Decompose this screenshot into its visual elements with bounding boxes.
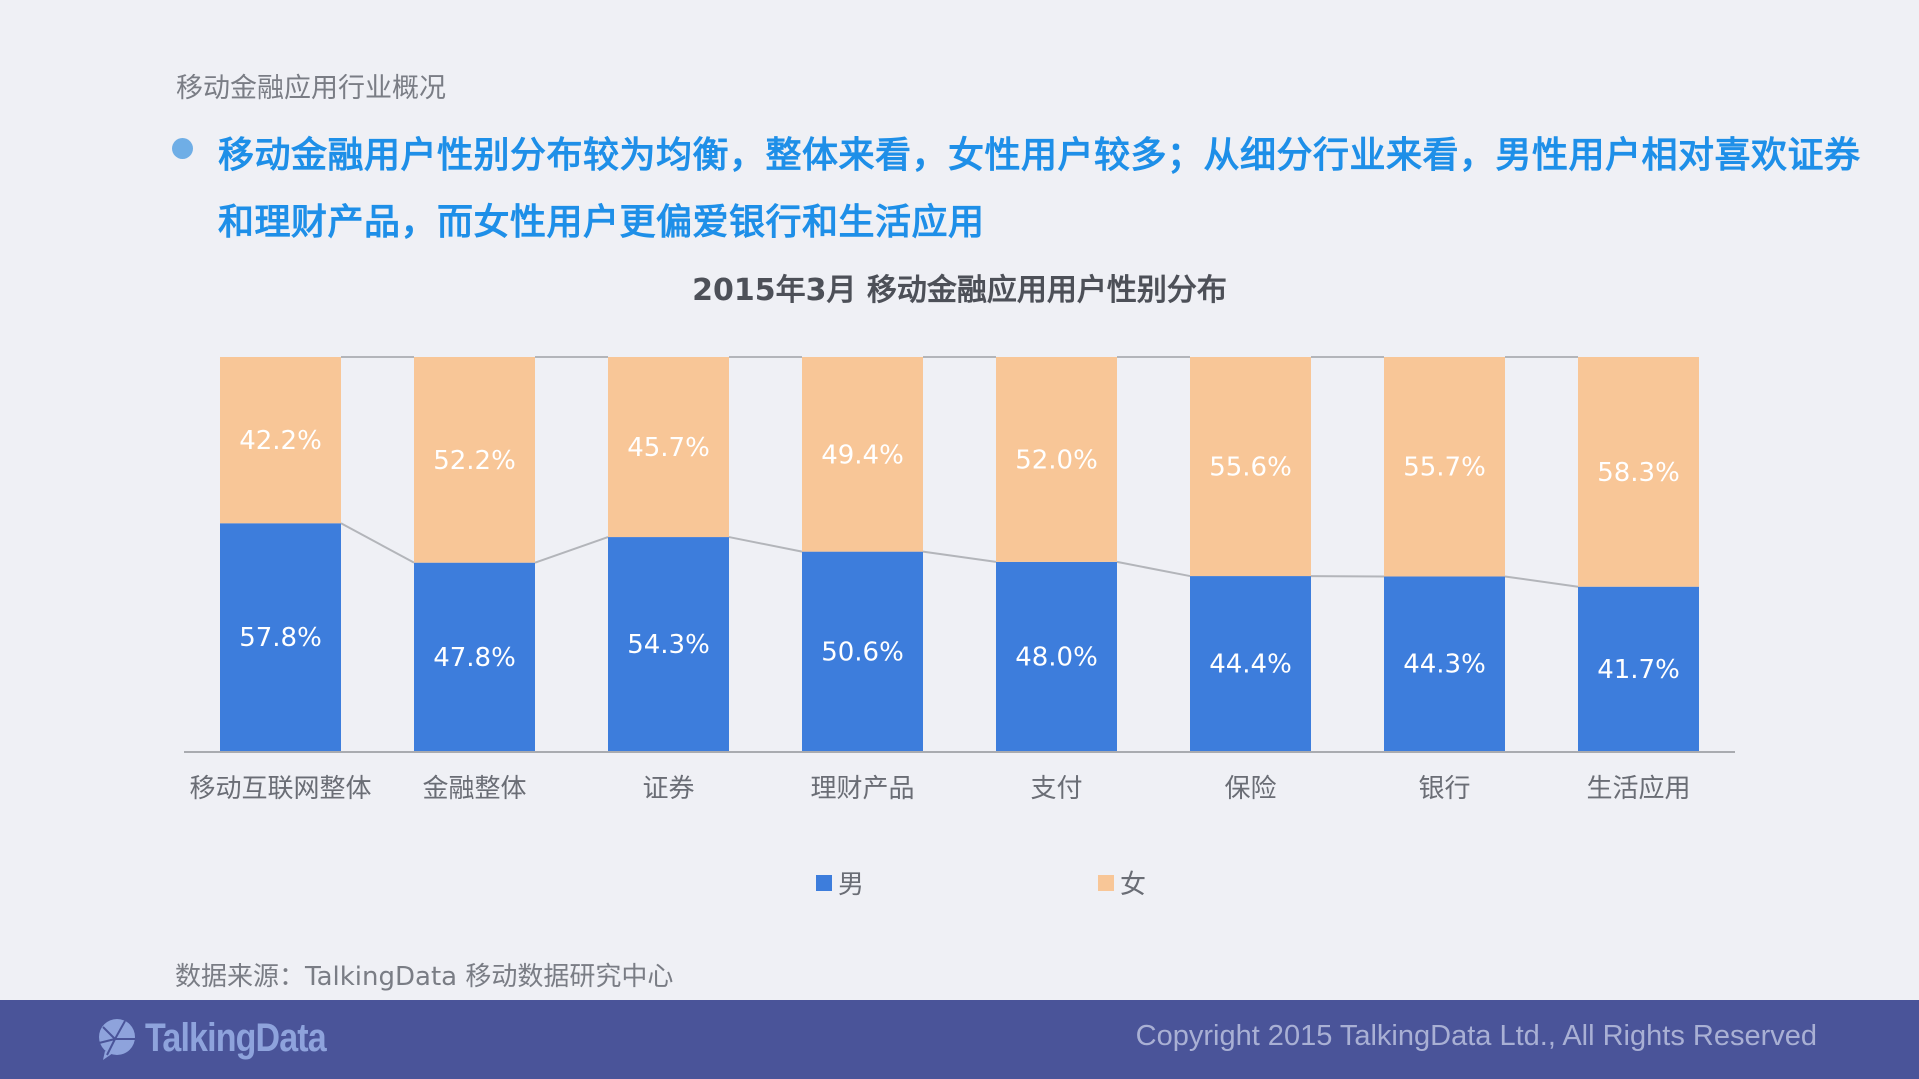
footer (0, 1000, 1919, 1079)
legend-female: 女 (1098, 864, 1146, 901)
category-label: 金融整体 (422, 774, 526, 804)
data-label-female: 45.7% (627, 433, 710, 463)
bar-male (802, 551, 923, 751)
legend-male: 男 (816, 864, 864, 901)
data-label-male: 48.0% (1015, 642, 1098, 672)
category-label: 证券 (642, 774, 694, 804)
copyright: Copyright 2015 TalkingData Ltd., All Rig… (1135, 1020, 1817, 1052)
logo-text: TalkingData (145, 1016, 327, 1060)
data-label-male: 44.3% (1403, 650, 1486, 680)
bar-female (996, 357, 1117, 562)
data-label-female: 55.6% (1209, 453, 1292, 483)
bar-female (1384, 357, 1505, 577)
bar-female (1578, 357, 1699, 587)
series-line-male (340, 522, 415, 564)
bullet-icon (172, 138, 193, 159)
legend-swatch-female (1098, 874, 1114, 891)
data-label-female: 52.0% (1015, 445, 1098, 475)
category-label: 生活应用 (1586, 774, 1690, 804)
series-line-male (1116, 560, 1191, 578)
bar-male (1384, 576, 1505, 751)
logo: TalkingData (95, 1016, 358, 1061)
legend-label-male: 男 (838, 870, 865, 900)
bar-female (802, 357, 923, 552)
bar-male (220, 523, 341, 751)
data-label-female: 42.2% (239, 426, 322, 456)
bar-male (608, 537, 729, 751)
bar-male (996, 561, 1117, 751)
bar-female (220, 357, 341, 524)
bar-male (1578, 586, 1699, 751)
bar-female (608, 357, 729, 538)
bar-female (414, 357, 535, 563)
section-title: 移动金融应用行业概况 (176, 73, 446, 104)
data-label-male: 44.4% (1209, 650, 1292, 680)
data-label-male: 41.7% (1597, 655, 1680, 685)
category-label: 理财产品 (810, 774, 914, 804)
bar-female (1190, 357, 1311, 577)
stacked-bar-chart: 57.8% 42.2% 移动互联网整体 47.8% 52.2% 金融整体 54.3% 45.7… (184, 356, 1735, 804)
series-line-male (534, 536, 609, 564)
category-label: 保险 (1224, 774, 1276, 804)
series-line-male (728, 536, 803, 553)
bar-male (1190, 576, 1311, 751)
category-label: 银行 (1418, 774, 1470, 804)
data-label-female: 58.3% (1597, 458, 1680, 488)
chart-title: 2015年3月 移动金融应用用户性别分布 (692, 273, 1227, 308)
data-source: 数据来源：TalkingData 移动数据研究中心 (175, 962, 674, 992)
legend-label-female: 女 (1120, 870, 1147, 900)
category-label: 支付 (1030, 774, 1082, 804)
data-label-male: 50.6% (821, 637, 904, 667)
category-label: 移动互联网整体 (189, 774, 371, 804)
data-label-female: 55.7% (1403, 453, 1486, 483)
bar-male (414, 562, 535, 751)
series-line-male (1504, 575, 1579, 588)
data-label-male: 54.3% (627, 630, 710, 660)
data-label-male: 47.8% (433, 643, 516, 673)
data-label-female: 49.4% (821, 440, 904, 470)
logo-speech-pie-icon (98, 1018, 135, 1060)
series-line-male (922, 550, 997, 563)
data-label-female: 52.2% (433, 446, 516, 476)
legend-swatch-male (816, 874, 832, 891)
data-label-male: 57.8% (239, 623, 322, 653)
headline: 移动金融用户性别分布较为均衡，整体来看，女性用户较多；从细分行业来看，男性用户相… (218, 135, 1861, 243)
